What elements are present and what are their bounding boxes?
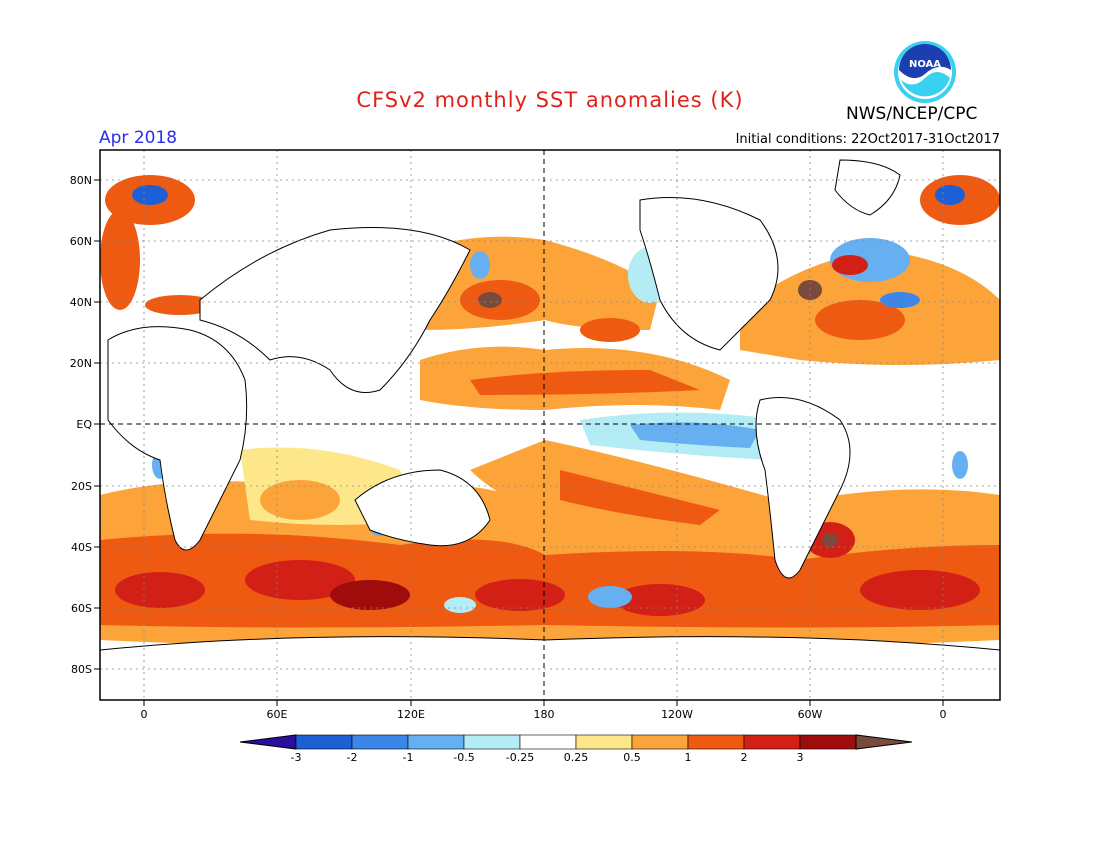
tick-marks	[94, 179, 944, 706]
colorbar: -3 -2 -1 -0.5 -0.25 0.25 0.5 1 2 3	[239, 734, 913, 764]
colorbar-arrow-low	[239, 734, 297, 750]
lon-label-0: 0	[141, 708, 148, 721]
colorbar-label: -0.25	[506, 751, 534, 764]
lat-label-60s: 60S	[71, 602, 92, 615]
lat-label-40n: 40N	[70, 296, 92, 309]
australia-land	[354, 469, 491, 547]
colorbar-label: 1	[685, 751, 692, 764]
lon-label-120e: 120E	[397, 708, 425, 721]
lat-label-80s: 80S	[71, 663, 92, 676]
lat-label-80n: 80N	[70, 174, 92, 187]
colorbar-swatch	[575, 734, 633, 750]
colorbar-swatch	[407, 734, 465, 750]
colorbar-swatch	[351, 734, 409, 750]
eurasia-land	[199, 227, 471, 393]
colorbar-swatch	[519, 734, 577, 750]
valid-month: Apr 2018	[99, 128, 178, 148]
longitude-labels: 0 60E 120E 180 120W 60W 0	[141, 708, 947, 721]
map-title: CFSv2 monthly SST anomalies (K)	[356, 88, 744, 112]
lon-label-60w: 60W	[798, 708, 823, 721]
north-america-land	[639, 197, 779, 351]
initial-conditions: Initial conditions: 22Oct2017-31Oct2017	[735, 132, 1000, 147]
colorbar-label: 0.5	[623, 751, 641, 764]
colorbar-swatch	[799, 734, 857, 750]
africa-land	[107, 326, 248, 551]
lat-label-60n: 60N	[70, 235, 92, 248]
reference-lines	[100, 150, 1000, 700]
graticule	[100, 150, 1000, 700]
colorbar-swatch	[687, 734, 745, 750]
colorbar-label: -2	[347, 751, 358, 764]
noaa-logo-icon: NOAA	[894, 41, 956, 103]
lat-label-40s: 40S	[71, 541, 92, 554]
lon-label-180: 180	[534, 708, 555, 721]
south-america-land	[755, 397, 851, 579]
colorbar-label: 0.25	[564, 751, 589, 764]
colorbar-swatch	[463, 734, 521, 750]
lon-label-120w: 120W	[661, 708, 693, 721]
colorbar-label: 2	[741, 751, 748, 764]
latitude-labels: 80N 60N 40N 20N EQ 20S 40S 60S 80S	[70, 174, 93, 676]
colorbar-arrow-high	[855, 734, 913, 750]
colorbar-swatch	[631, 734, 689, 750]
colorbar-label: -0.5	[453, 751, 474, 764]
map-frame	[99, 149, 1001, 701]
colorbar-label: -3	[291, 751, 302, 764]
lat-label-20s: 20S	[71, 480, 92, 493]
lon-label-0-east: 0	[940, 708, 947, 721]
greenland-land	[834, 159, 901, 216]
colorbar-swatch	[743, 734, 801, 750]
lon-label-60e: 60E	[267, 708, 288, 721]
colorbar-swatch	[295, 734, 353, 750]
svg-text:NOAA: NOAA	[909, 59, 941, 70]
antarctica-land	[100, 636, 1000, 700]
colorbar-label: -1	[403, 751, 414, 764]
agency-label: NWS/NCEP/CPC	[846, 104, 978, 124]
lat-label-eq: EQ	[76, 418, 92, 431]
colorbar-label: 3	[797, 751, 804, 764]
lat-label-20n: 20N	[70, 357, 92, 370]
land-outlines	[100, 159, 1000, 700]
